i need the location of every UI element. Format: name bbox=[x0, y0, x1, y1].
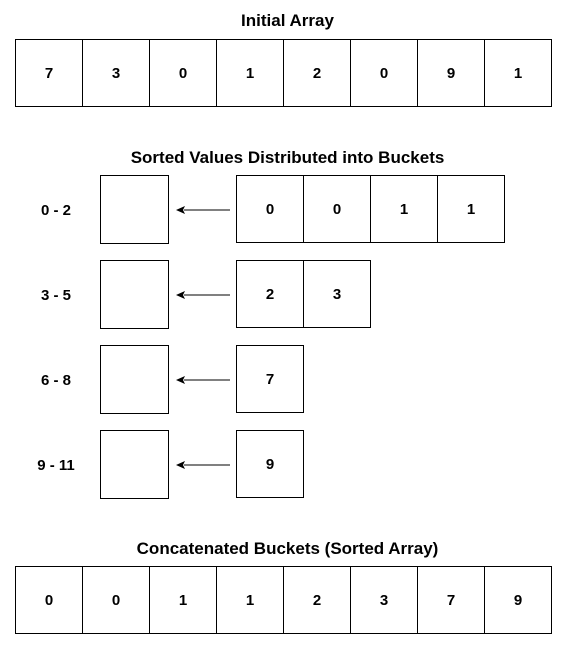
left-arrow-icon bbox=[176, 291, 230, 299]
result-array: 0 0 1 1 2 3 7 9 bbox=[15, 566, 552, 634]
bucket-value-cell: 0 bbox=[236, 175, 304, 243]
array-cell: 0 bbox=[15, 566, 83, 634]
array-cell: 3 bbox=[350, 566, 418, 634]
array-cell: 1 bbox=[484, 39, 552, 107]
bucket-values: 7 bbox=[236, 345, 304, 413]
bucket-value-cell: 0 bbox=[303, 175, 371, 243]
left-arrow-icon bbox=[176, 376, 230, 384]
array-cell: 3 bbox=[82, 39, 150, 107]
bucket-values: 9 bbox=[236, 430, 304, 498]
bucket-box bbox=[100, 345, 169, 414]
bucket-value-cell: 1 bbox=[370, 175, 438, 243]
bucket-value-cell: 9 bbox=[236, 430, 304, 498]
array-cell: 1 bbox=[149, 566, 217, 634]
bucket-values: 2 3 bbox=[236, 260, 371, 328]
array-cell: 9 bbox=[484, 566, 552, 634]
array-cell: 2 bbox=[283, 566, 351, 634]
bucket-value-cell: 1 bbox=[437, 175, 505, 243]
bucket-range-label: 0 - 2 bbox=[40, 202, 71, 219]
bucket-range-label: 6 - 8 bbox=[40, 372, 71, 389]
array-cell: 1 bbox=[216, 566, 284, 634]
left-arrow-icon bbox=[176, 206, 230, 214]
initial-array: 7 3 0 1 2 0 9 1 bbox=[15, 39, 552, 107]
bucket-values: 0 0 1 1 bbox=[236, 175, 505, 243]
array-cell: 7 bbox=[417, 566, 485, 634]
array-cell: 9 bbox=[417, 39, 485, 107]
initial-array-title: Initial Array bbox=[241, 11, 334, 30]
array-cell: 0 bbox=[149, 39, 217, 107]
bucket-value-cell: 3 bbox=[303, 260, 371, 328]
result-array-title: Concatenated Buckets (Sorted Array) bbox=[136, 539, 439, 558]
array-cell: 2 bbox=[283, 39, 351, 107]
bucket-box bbox=[100, 175, 169, 244]
bucket-value-cell: 2 bbox=[236, 260, 304, 328]
distribution-title: Sorted Values Distributed into Buckets bbox=[130, 148, 445, 167]
array-cell: 7 bbox=[15, 39, 83, 107]
bucket-box bbox=[100, 260, 169, 329]
bucket-value-cell: 7 bbox=[236, 345, 304, 413]
array-cell: 0 bbox=[350, 39, 418, 107]
bucket-box bbox=[100, 430, 169, 499]
array-cell: 0 bbox=[82, 566, 150, 634]
bucket-range-label: 3 - 5 bbox=[40, 287, 71, 304]
left-arrow-icon bbox=[176, 461, 230, 469]
bucket-range-label: 9 - 11 bbox=[37, 457, 75, 474]
array-cell: 1 bbox=[216, 39, 284, 107]
